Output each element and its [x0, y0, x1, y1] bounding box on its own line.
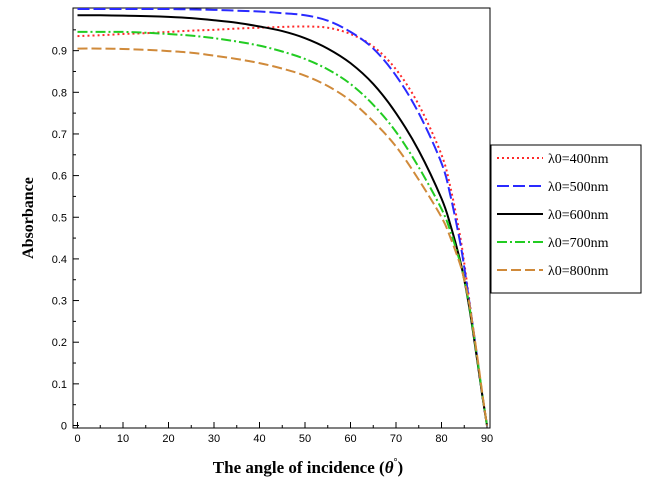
- y-tick-label: 0.9: [52, 46, 67, 58]
- x-tick-label: 0: [74, 433, 80, 445]
- y-axis-title: Absorbance: [20, 177, 37, 259]
- x-tick-label: 40: [253, 433, 265, 445]
- y-tick-label: 0.5: [52, 212, 67, 224]
- series-line-1: [77, 25, 488, 426]
- legend-label-2: λ0=500nm: [548, 180, 609, 195]
- plot-frame: [72, 7, 491, 429]
- y-tick-label: 0.6: [52, 171, 67, 183]
- x-axis-title: The angle of incidence (θ°): [213, 457, 403, 477]
- legend-label-3: λ0=600nm: [548, 208, 609, 223]
- series-line-3: [77, 14, 488, 426]
- x-tick-label: 80: [435, 433, 447, 445]
- x-tick-label: 30: [208, 433, 220, 445]
- axis-ticks: 0 10 20 30 40 50 60 70 80 90 0 0.1 0.2 0.3 0.4 0.5 0.6 0.…: [52, 29, 493, 445]
- x-tick-label: 20: [162, 433, 174, 445]
- x-tick-label: 90: [481, 433, 493, 445]
- x-tick-label: 60: [344, 433, 356, 445]
- y-tick-label: 0.7: [52, 129, 67, 141]
- y-tick-label: 0.8: [52, 87, 67, 99]
- series-line-5: [77, 47, 488, 426]
- legend: λ0=400nm λ0=500nm λ0=600nm λ0=700nm λ0=800nm: [490, 144, 642, 294]
- legend-label-4: λ0=700nm: [548, 236, 609, 251]
- x-axis-title-theta: θ: [385, 458, 394, 477]
- series-line-4: [77, 30, 488, 426]
- legend-label-5: λ0=800nm: [548, 264, 609, 279]
- x-tick-label: 10: [117, 433, 129, 445]
- legend-box: [490, 144, 642, 294]
- y-tick-label: 0: [61, 421, 67, 433]
- x-axis-title-close: ): [398, 458, 404, 477]
- x-axis-title-main: The angle of incidence (: [213, 458, 385, 477]
- series-group: [77, 7, 488, 426]
- x-tick-label: 50: [299, 433, 311, 445]
- x-axis-title-degree: °: [394, 457, 398, 468]
- y-tick-label: 0.4: [52, 254, 67, 266]
- series-line-2: [77, 7, 488, 426]
- legend-label-1: λ0=400nm: [548, 152, 609, 167]
- y-tick-label: 0.1: [52, 379, 67, 391]
- y-tick-label: 0.3: [52, 296, 67, 308]
- y-tick-label: 0.2: [52, 337, 67, 349]
- x-tick-label: 70: [390, 433, 402, 445]
